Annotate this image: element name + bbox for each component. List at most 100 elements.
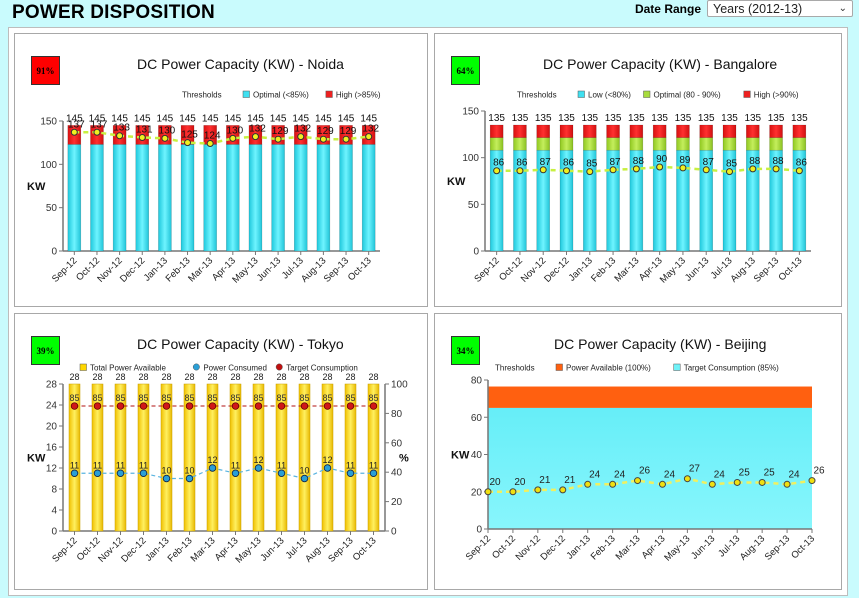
legend-swatch bbox=[743, 90, 751, 98]
power-consumed-label: 11 bbox=[231, 460, 240, 470]
consumption-label: 132 bbox=[294, 124, 311, 135]
consumption-point bbox=[563, 167, 570, 175]
consumption-label: 132 bbox=[249, 124, 266, 135]
bar-segment bbox=[699, 124, 713, 138]
bar-total-label: 28 bbox=[345, 372, 355, 382]
consumption-label: 137 bbox=[91, 119, 108, 130]
bar-total-label: 145 bbox=[202, 113, 219, 124]
bar-total-label: 145 bbox=[66, 113, 83, 124]
bar-segment bbox=[489, 124, 504, 138]
x-tick-label: Sep-12 bbox=[464, 533, 493, 562]
bar-segment bbox=[629, 124, 644, 138]
consumption-label: 130 bbox=[159, 125, 176, 136]
legend-swatch bbox=[673, 363, 681, 371]
bar-total-label: 145 bbox=[134, 113, 151, 124]
x-tick-label: Nov-12 bbox=[519, 255, 548, 284]
consumption-point bbox=[783, 480, 791, 488]
consumption-label: 20 bbox=[514, 477, 526, 488]
consumption-point bbox=[534, 486, 542, 494]
power-consumed-label: 12 bbox=[207, 455, 217, 465]
x-tick-label: Dec-12 bbox=[118, 255, 147, 284]
bar-total-label: 28 bbox=[138, 372, 148, 382]
consumption-label: 129 bbox=[272, 126, 289, 137]
consumption-label: 85 bbox=[726, 159, 738, 170]
bar-total-label: 135 bbox=[558, 113, 575, 124]
target-point bbox=[208, 402, 217, 410]
utilization-badge: 39% bbox=[31, 336, 60, 365]
bar-total-label: 28 bbox=[69, 372, 79, 382]
consumption-label: 26 bbox=[639, 466, 651, 477]
x-tick-label: Dec-12 bbox=[542, 255, 571, 284]
x-tick-label: Jun-13 bbox=[255, 255, 283, 283]
bar-segment bbox=[112, 144, 127, 252]
consumption-label: 87 bbox=[610, 157, 622, 168]
x-tick-label: Sep-12 bbox=[50, 255, 79, 284]
bar-total-label: 135 bbox=[698, 113, 715, 124]
bar-total-label: 145 bbox=[360, 113, 377, 124]
bar-total-label: 145 bbox=[270, 113, 287, 124]
y-tick-label: 50 bbox=[468, 200, 480, 211]
panel-beijing: 34% DC Power Capacity (KW) - Beijing Thr… bbox=[434, 313, 842, 590]
target-label: 85 bbox=[322, 393, 332, 403]
target-point bbox=[300, 402, 309, 410]
consumption-point bbox=[733, 478, 741, 486]
y-tick-label: 100 bbox=[462, 153, 479, 164]
x-tick-label: Feb-13 bbox=[589, 255, 618, 284]
consumption-point bbox=[70, 128, 78, 136]
consumption-label: 132 bbox=[362, 124, 379, 135]
bar-segment bbox=[583, 137, 597, 151]
power-consumed-point bbox=[346, 469, 355, 477]
bar-total-label: 145 bbox=[157, 113, 174, 124]
x-tick-label: Nov-12 bbox=[514, 533, 543, 562]
consumption-label: 24 bbox=[664, 469, 676, 480]
target-point bbox=[231, 402, 240, 410]
date-range-select[interactable]: Years (2012-13) ⌄ bbox=[707, 0, 853, 17]
x-tick-label: Oct-13 bbox=[346, 255, 374, 283]
chart-title: DC Power Capacity (KW) - Tokyo bbox=[137, 336, 344, 352]
legend-label: Optimal (<85%) bbox=[253, 91, 309, 100]
bar-segment bbox=[316, 144, 331, 252]
bar-segment bbox=[722, 137, 737, 151]
bar-segment bbox=[559, 124, 574, 138]
x-tick-label: Sep-12 bbox=[472, 255, 501, 284]
bar-total-label: 135 bbox=[768, 113, 785, 124]
consumption-point bbox=[679, 164, 687, 172]
x-tick-label: Mar-13 bbox=[614, 533, 643, 562]
bar-segment bbox=[746, 137, 760, 151]
y-tick-label: 150 bbox=[462, 107, 479, 118]
bar-segment bbox=[629, 137, 644, 151]
target-point bbox=[369, 402, 378, 410]
y-tick-label: 16 bbox=[46, 443, 58, 454]
bar-total-label: 28 bbox=[276, 372, 286, 382]
bar-segment bbox=[158, 144, 172, 252]
bar-total-label: 135 bbox=[675, 113, 692, 124]
bar-segment bbox=[769, 124, 783, 138]
x-tick-label: Oct-12 bbox=[490, 533, 518, 561]
consumption-line bbox=[496, 165, 800, 173]
legend-swatch bbox=[275, 363, 283, 371]
bar-total-label: 28 bbox=[161, 372, 171, 382]
bar-total-label: 135 bbox=[488, 113, 505, 124]
consumption-point bbox=[586, 168, 594, 176]
panel-bangalore: 64% DC Power Capacity (KW) - Bangalore T… bbox=[434, 33, 842, 307]
consumption-point bbox=[632, 165, 640, 173]
bar-segment bbox=[489, 137, 504, 151]
target-point bbox=[323, 402, 332, 410]
bar-segment bbox=[652, 137, 667, 151]
y-tick-label: 100 bbox=[40, 160, 57, 171]
y2-tick-label: 60 bbox=[391, 438, 403, 449]
target-point bbox=[277, 402, 286, 410]
consumption-point bbox=[509, 488, 517, 496]
legend-swatch bbox=[643, 90, 651, 98]
legend-label: Target Consumption (85%) bbox=[684, 364, 779, 373]
bar-total-label: 135 bbox=[535, 113, 552, 124]
consumption-point bbox=[138, 133, 146, 141]
bar-segment bbox=[203, 144, 217, 252]
utilization-badge: 91% bbox=[31, 56, 60, 85]
consumption-point bbox=[516, 167, 524, 175]
consumption-point bbox=[808, 477, 816, 485]
date-range-control: Date Range Years (2012-13) ⌄ bbox=[635, 0, 853, 17]
consumption-point bbox=[656, 163, 664, 171]
consumption-point bbox=[539, 166, 547, 174]
power-consumed-label: 11 bbox=[277, 460, 286, 470]
